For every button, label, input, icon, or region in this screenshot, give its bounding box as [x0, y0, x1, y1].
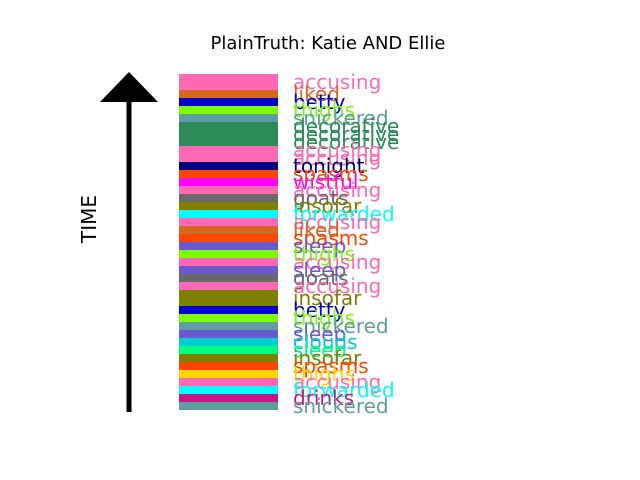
stripe-bar: [179, 162, 278, 170]
stripe-bar: [179, 330, 278, 338]
stripe-bar: [179, 106, 278, 114]
stripe-bar: [179, 322, 278, 330]
stripe-bar: [179, 130, 278, 138]
stripe-bar: [179, 354, 278, 362]
stripe-word-label: accusing: [293, 70, 381, 94]
stripe-word-label: spasms: [293, 162, 369, 186]
stripe-bar: [179, 242, 278, 250]
stripe-word-label: sleep: [293, 234, 346, 258]
stripe-word-label: thighs: [293, 242, 355, 266]
stripe-word-label: sleep: [293, 322, 346, 346]
stripe-bar: [179, 338, 278, 346]
stripe-word-label: accusing: [293, 250, 381, 274]
stripe-word-label: snickered: [293, 106, 389, 130]
stripe-bar: [179, 290, 278, 306]
stripe-bar: [179, 178, 278, 186]
stripe-word-label: decorative: [293, 122, 399, 146]
stripe-word-label: accusing: [293, 370, 381, 394]
stripe-bar: [179, 282, 278, 290]
stripe-word-label: clouds: [293, 330, 358, 354]
stripe-bar-group: [179, 74, 278, 410]
stripe-bar: [179, 250, 278, 258]
stripe-bar: [179, 346, 278, 354]
stripe-bar: [179, 266, 278, 274]
stripe-bar: [179, 370, 278, 378]
stripe-word-label: decorative: [293, 114, 399, 138]
stripe-word-label: accusing: [293, 178, 381, 202]
word-label-group: accusinglikedbettythighssnickereddecorat…: [293, 70, 399, 418]
stripe-bar: [179, 138, 278, 146]
stripe-word-label: liked: [293, 218, 340, 242]
stripe-word-label: accusing: [293, 146, 381, 170]
stripe-bar: [179, 98, 278, 106]
chart-title: PlainTruth: Katie AND Ellie: [211, 33, 446, 54]
stripe-bar: [179, 314, 278, 322]
stripe-bar: [179, 218, 278, 226]
stripe-bar: [179, 194, 278, 202]
stripe-bar: [179, 170, 278, 178]
stripe-bar: [179, 154, 278, 162]
stripe-bar: [179, 258, 278, 266]
stripe-word-label: drinks: [293, 386, 354, 410]
stripe-word-label: forwarded: [293, 202, 395, 226]
stripe-bar: [179, 306, 278, 314]
stripe-bar: [179, 226, 278, 234]
stripe-bar: [179, 122, 278, 130]
stripe-word-label: spasms: [293, 226, 369, 250]
stripe-word-label: goats: [293, 266, 348, 290]
stripe-word-label: forwarded: [293, 378, 395, 402]
stripe-bar: [179, 74, 278, 90]
stripe-word-label: tonight: [293, 154, 365, 178]
stripe-bar: [179, 362, 278, 370]
stripe-word-label: snickered: [293, 314, 389, 338]
stripe-word-label: spasms: [293, 354, 369, 378]
stripe-bar: [179, 274, 278, 282]
stripe-word-label: liked: [293, 82, 340, 106]
stripe-bar: [179, 402, 278, 410]
stripe-bar: [179, 386, 278, 394]
stripe-word-label: thighs: [293, 306, 355, 330]
stripe-bar: [179, 202, 278, 210]
stripe-bar: [179, 210, 278, 218]
stripe-word-label: sleep: [293, 338, 346, 362]
stripe-word-label: goats: [293, 186, 348, 210]
stripe-bar: [179, 186, 278, 194]
stripe-bar: [179, 146, 278, 154]
stripe-word-label: betty: [293, 90, 346, 114]
time-arrow-head: [100, 72, 158, 102]
stripe-word-label: thighs: [293, 98, 355, 122]
stripe-word-label: insofar: [293, 346, 362, 370]
stripe-word-label: wistful: [293, 170, 358, 194]
stripe-word-label: thighs: [293, 362, 355, 386]
stripe-bar: [179, 234, 278, 242]
stripe-bar: [179, 90, 278, 98]
stripe-word-label: accusing: [293, 138, 381, 162]
stripe-word-label: insofar: [293, 194, 362, 218]
stripe-word-label: snickered: [293, 394, 389, 418]
stripe-word-label: betty: [293, 298, 346, 322]
y-axis-label: TIME: [77, 195, 101, 244]
stripe-bar: [179, 114, 278, 122]
stripe-word-label: insofar: [293, 286, 362, 310]
stripe-word-label: decorative: [293, 130, 399, 154]
stripe-bar: [179, 378, 278, 386]
stripe-bar: [179, 394, 278, 402]
stripe-word-label: accusing: [293, 274, 381, 298]
stripe-word-label: accusing: [293, 210, 381, 234]
stripe-word-label: sleep: [293, 258, 346, 282]
